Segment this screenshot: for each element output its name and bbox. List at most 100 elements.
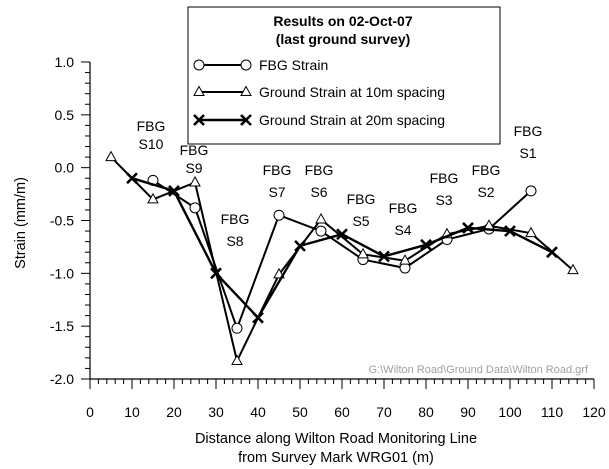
station-label-s1: FBG S1: [514, 123, 543, 161]
y-tick-label: -2.0: [50, 371, 74, 387]
station-label-line1: FBG: [347, 191, 376, 207]
station-label-s4: FBG S4: [389, 200, 418, 238]
y-tick-label: -0.5: [50, 213, 74, 229]
data-point: [231, 322, 243, 334]
x-tick-label: 60: [334, 404, 350, 420]
data-point: [525, 226, 537, 238]
legend-marker: [240, 85, 252, 96]
data-point: [294, 239, 306, 252]
legend-title-line1: Results on 02-Oct-07: [273, 13, 412, 29]
data-point: [336, 228, 348, 241]
y-tick-label: 0.5: [55, 107, 75, 123]
data-point: [315, 212, 327, 224]
station-label-s7: FBG S7: [263, 162, 292, 200]
series-line: [110, 156, 574, 364]
legend-label: Ground Strain at 10m spacing: [259, 84, 445, 100]
data-point: [399, 254, 411, 265]
data-point: [525, 185, 537, 197]
legend-marker: [240, 59, 252, 71]
data-point: [126, 172, 138, 185]
x-axis-title-line2: from Survey Mark WRG01 (m): [238, 450, 434, 466]
station-label-line1: FBG: [472, 162, 501, 178]
series-group: [105, 150, 579, 366]
data-point: [189, 202, 201, 214]
station-label-line2: S4: [394, 222, 411, 238]
station-label-s3: FBG S3: [430, 170, 459, 208]
legend-marker: [240, 114, 252, 126]
data-point: [462, 221, 474, 234]
x-tick-label: 50: [292, 404, 308, 420]
station-label-s10: FBG S10: [137, 118, 166, 152]
x-tick-label: 70: [376, 404, 392, 420]
station-label-line1: FBG: [514, 123, 543, 139]
x-tick-label: 80: [418, 404, 434, 420]
data-point: [252, 311, 264, 324]
data-point: [420, 238, 432, 251]
series-x: [126, 172, 558, 324]
tick-labels: 0 10 20 30 40 50 60 70 80 90 100 110 120 1.0 0.5 0.0 -0.…: [50, 54, 606, 420]
legend-marker: [193, 85, 205, 96]
station-label-line1: FBG: [389, 200, 418, 216]
legend-entries: FBG Strain Ground Strain at 10m spacing Gr…: [193, 57, 445, 128]
x-tick-label: 110: [541, 404, 564, 420]
data-point: [357, 247, 369, 259]
y-tick-label: 0.0: [55, 160, 75, 176]
x-tick-label: 0: [86, 404, 94, 420]
station-label-line2: S6: [310, 184, 327, 200]
data-point: [210, 267, 222, 280]
legend-label: FBG Strain: [259, 57, 328, 73]
x-tick-label: 90: [460, 404, 476, 420]
legend: Results on 02-Oct-07 (last ground survey…: [187, 6, 501, 145]
legend-entry-circle: FBG Strain: [193, 57, 328, 73]
station-label-line2: S5: [352, 213, 369, 229]
station-label-line2: S2: [477, 184, 494, 200]
series-triangle: [105, 150, 579, 366]
legend-label: Ground Strain at 20m spacing: [259, 112, 445, 128]
station-label-line2: S3: [435, 192, 452, 208]
station-label-line1: FBG: [180, 142, 209, 158]
legend-marker: [193, 59, 205, 71]
station-labels: FBG S10 FBG S9 FBG S8 FBG S7 FBG S6 FBG S5 FBG S4 FBG S…: [137, 118, 543, 249]
station-label-line1: FBG: [263, 162, 292, 178]
station-label-s5: FBG S5: [347, 191, 376, 229]
station-label-line2: S1: [519, 145, 536, 161]
x-tick-label: 120: [582, 404, 606, 420]
data-point: [168, 184, 180, 197]
station-label-line1: FBG: [137, 118, 166, 134]
data-point: [147, 192, 159, 204]
station-label-line1: FBG: [221, 211, 250, 227]
x-tick-label: 30: [208, 404, 224, 420]
data-point: [273, 209, 285, 221]
x-tick-label: 100: [498, 404, 522, 420]
legend-marker: [193, 114, 205, 126]
y-tick-label: -1.0: [50, 265, 74, 281]
station-label-s2: FBG S2: [472, 162, 501, 200]
x-tick-label: 10: [124, 404, 140, 420]
x-tick-label: 40: [250, 404, 266, 420]
legend-title-line2: (last ground survey): [276, 31, 411, 47]
y-tick-label: 1.0: [55, 54, 75, 70]
data-point: [189, 175, 201, 187]
data-point: [105, 150, 117, 162]
data-point: [504, 225, 516, 237]
data-point: [546, 246, 558, 259]
station-label-line1: FBG: [305, 162, 334, 178]
series-line: [152, 179, 532, 332]
station-label-line2: S8: [226, 233, 243, 249]
station-label-line2: S7: [268, 184, 285, 200]
station-label-s9: FBG S9: [180, 142, 209, 176]
station-label-line2: S10: [139, 136, 164, 152]
file-path-annotation: G:\Wilton Road\Ground Data\Wilton Road.g…: [369, 364, 589, 376]
y-tick-label: -1.5: [50, 318, 74, 334]
legend-entry-x: Ground Strain at 20m spacing: [193, 112, 445, 128]
x-tick-label: 20: [166, 404, 182, 420]
y-axis-title: Strain (mm/m): [13, 177, 29, 269]
data-point: [315, 225, 327, 237]
station-label-s8: FBG S8: [221, 211, 250, 249]
data-point: [231, 354, 243, 366]
station-label-s6: FBG S6: [305, 162, 334, 200]
x-axis-title-line1: Distance along Wilton Road Monitoring Li…: [195, 431, 477, 447]
x-axis-title: Distance along Wilton Road Monitoring Li…: [195, 431, 477, 466]
legend-entry-triangle: Ground Strain at 10m spacing: [193, 84, 445, 100]
